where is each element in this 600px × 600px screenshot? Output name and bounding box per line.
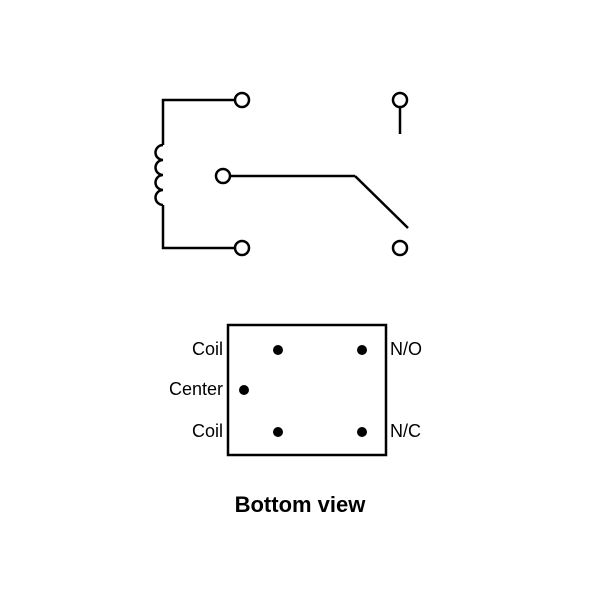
diagram-canvas: Coil Center Coil N/O N/C Bottom view xyxy=(0,0,600,600)
label-coil-top: Coil xyxy=(187,339,223,360)
no-terminal xyxy=(393,93,407,107)
pin-no xyxy=(357,345,367,355)
pin-nc xyxy=(357,427,367,437)
bracket-top xyxy=(163,100,235,145)
pin-coil-bottom xyxy=(273,427,283,437)
coil-inductor xyxy=(156,145,164,205)
label-coil-bottom: Coil xyxy=(187,421,223,442)
pin-coil-top xyxy=(273,345,283,355)
caption-bottom-view: Bottom view xyxy=(0,492,600,518)
bracket-bottom xyxy=(163,205,235,248)
label-nc: N/C xyxy=(390,421,421,442)
nc-terminal xyxy=(393,241,407,255)
coil-top-terminal xyxy=(235,93,249,107)
pin-center xyxy=(239,385,249,395)
coil-bottom-terminal xyxy=(235,241,249,255)
switch-arm xyxy=(355,176,408,228)
center-terminal xyxy=(216,169,230,183)
label-center: Center xyxy=(159,379,223,400)
label-no: N/O xyxy=(390,339,422,360)
